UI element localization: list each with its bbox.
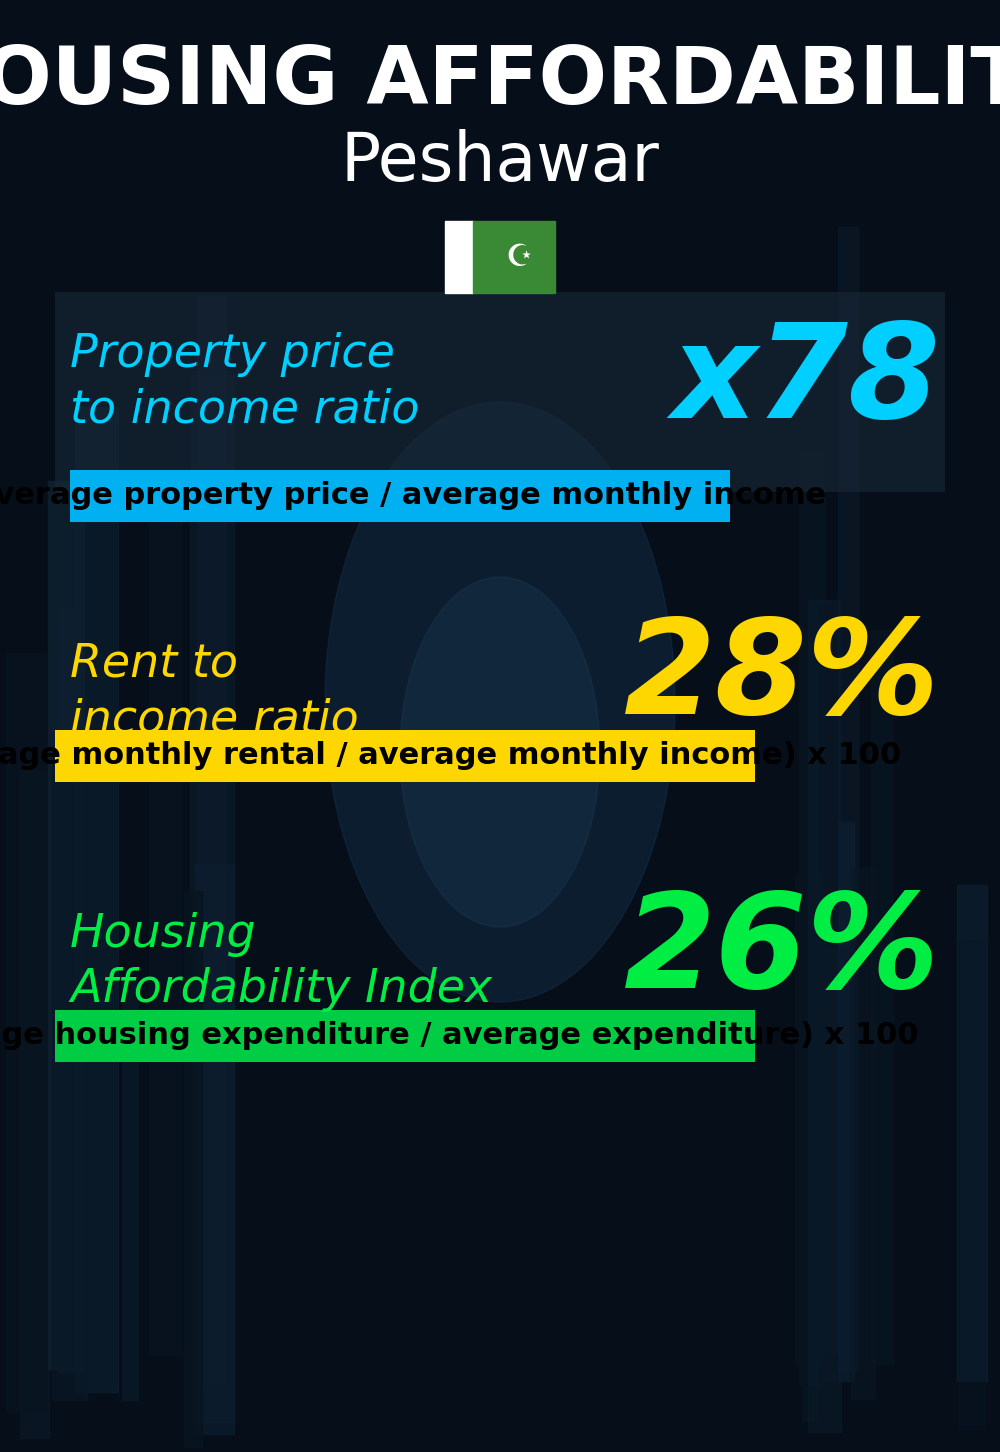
Bar: [70, 470, 730, 523]
Bar: [149, 486, 181, 1356]
Bar: [52, 751, 87, 1400]
Text: 26%: 26%: [624, 889, 940, 1015]
Bar: [6, 653, 47, 1413]
Bar: [808, 600, 841, 1432]
Text: Peshawar: Peshawar: [341, 129, 659, 195]
Text: average property price / average monthly income: average property price / average monthly…: [0, 482, 826, 511]
Bar: [808, 893, 847, 1353]
Bar: [194, 864, 234, 1433]
Bar: [838, 228, 858, 1371]
Bar: [871, 630, 893, 1363]
Bar: [802, 511, 818, 1420]
Bar: [445, 221, 473, 293]
Bar: [184, 890, 202, 1448]
Bar: [197, 296, 226, 1384]
Bar: [839, 822, 854, 1381]
Text: 28%: 28%: [624, 614, 940, 741]
Text: HOUSING AFFORDABILITY: HOUSING AFFORDABILITY: [0, 44, 1000, 121]
Bar: [55, 292, 945, 492]
Bar: [55, 730, 755, 783]
Bar: [20, 771, 49, 1437]
Text: (average monthly rental / average monthly income) x 100: (average monthly rental / average monthl…: [0, 742, 902, 771]
Text: Property price
to income ratio: Property price to income ratio: [70, 331, 420, 433]
Bar: [473, 221, 555, 293]
Bar: [851, 867, 875, 1398]
Text: (average housing expenditure / average expenditure) x 100: (average housing expenditure / average e…: [0, 1022, 919, 1050]
Bar: [48, 481, 84, 1369]
Bar: [799, 450, 825, 1385]
Bar: [55, 1011, 755, 1061]
Bar: [75, 407, 118, 1392]
Bar: [959, 941, 984, 1429]
Bar: [795, 873, 821, 1366]
Bar: [190, 375, 234, 1422]
Text: Housing
Affordability Index: Housing Affordability Index: [70, 912, 492, 1012]
Text: x78: x78: [671, 318, 940, 446]
Bar: [122, 982, 138, 1400]
Bar: [827, 948, 850, 1381]
Ellipse shape: [400, 576, 600, 926]
Bar: [58, 608, 84, 1374]
Text: Rent to
income ratio: Rent to income ratio: [70, 642, 359, 742]
Ellipse shape: [325, 402, 675, 1002]
Bar: [957, 886, 987, 1381]
Text: ☪: ☪: [505, 242, 532, 272]
